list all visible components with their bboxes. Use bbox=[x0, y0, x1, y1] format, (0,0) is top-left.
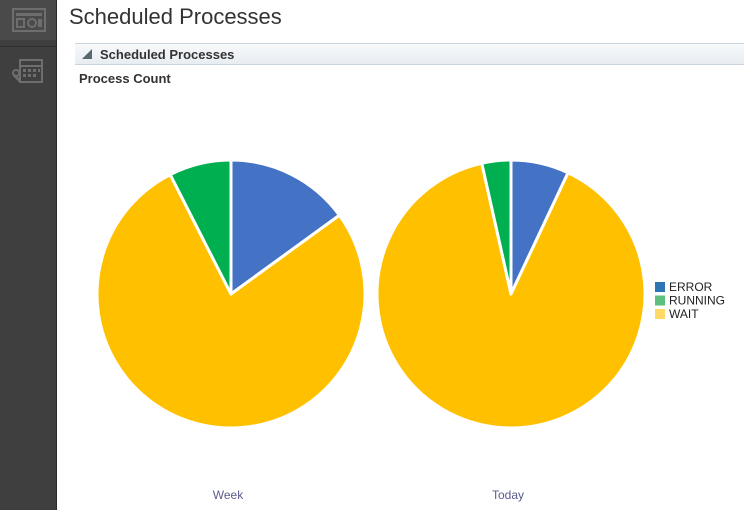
pie-slice-running[interactable] bbox=[168, 158, 233, 296]
pie-slice-wait[interactable] bbox=[375, 161, 647, 430]
page-title: Scheduled Processes bbox=[69, 4, 282, 29]
chart-title: Process Count bbox=[79, 71, 171, 86]
legend-swatch-error bbox=[655, 282, 665, 292]
pie-week bbox=[95, 158, 367, 430]
pie-today bbox=[375, 158, 647, 430]
pie-label-today: Today bbox=[492, 488, 524, 502]
sidebar-item-scheduled[interactable] bbox=[0, 46, 57, 95]
collapse-triangle-icon[interactable] bbox=[82, 49, 92, 59]
pie-slice-running[interactable] bbox=[480, 158, 513, 296]
chart-area: Week Today ERROR RUNNING WAIT bbox=[75, 95, 744, 510]
legend-label-error: ERROR bbox=[669, 280, 713, 294]
sidebar-divider bbox=[56, 0, 57, 510]
dashboard-icon bbox=[11, 8, 46, 32]
scheduled-tasks-icon bbox=[11, 59, 43, 83]
sidebar-item-dashboard[interactable] bbox=[0, 0, 57, 40]
legend-label-wait: WAIT bbox=[669, 307, 699, 321]
panel-title: Scheduled Processes bbox=[100, 47, 235, 62]
legend-swatch-wait bbox=[655, 309, 665, 319]
panel-header[interactable]: Scheduled Processes bbox=[75, 43, 744, 65]
pie-slice-wait[interactable] bbox=[95, 173, 367, 430]
left-sidebar bbox=[0, 0, 57, 510]
pie-slice-error[interactable] bbox=[229, 158, 341, 296]
legend-label-running: RUNNING bbox=[669, 294, 725, 308]
legend-swatch-running bbox=[655, 295, 665, 306]
pie-label-week: Week bbox=[213, 488, 244, 502]
